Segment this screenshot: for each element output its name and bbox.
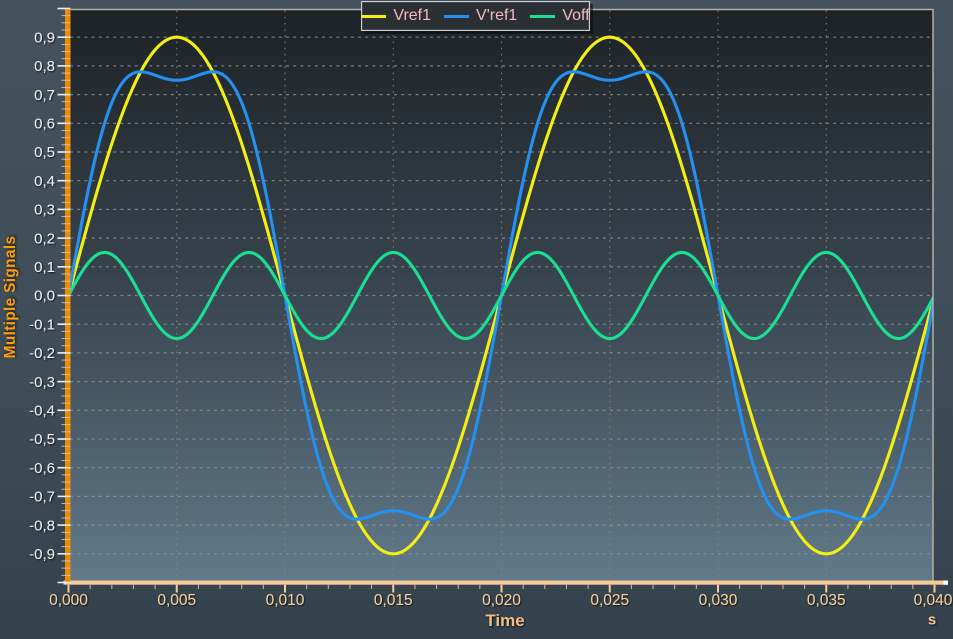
y-tick-label: 0,5 [34, 144, 55, 161]
legend-label: Vref1 [393, 7, 432, 24]
x-tick-label: 0,015 [374, 592, 413, 609]
y-tick-label: 0,0 [34, 288, 55, 305]
x-axis-title: Time [485, 611, 525, 630]
voff-line-swatch [530, 14, 556, 18]
y-tick-label: -0,7 [29, 489, 55, 506]
series-V'ref1 [66, 70, 933, 521]
x-axis-unit: s [927, 611, 937, 629]
x-tick-label: 0,010 [266, 592, 305, 609]
x-tick-label: 0,020 [482, 592, 521, 609]
series-Voff [66, 250, 933, 341]
legend-item-voff[interactable]: Voff [530, 7, 590, 24]
y-tick-label: -0,5 [29, 431, 55, 448]
legend-label: V'ref1 [476, 7, 518, 24]
y-tick-label: 0,8 [34, 58, 55, 75]
y-axis [57, 7, 71, 584]
series-paths [66, 35, 933, 556]
x-tick-label: 0,005 [157, 592, 196, 609]
x-tick-label: 0,040 [914, 592, 953, 609]
vref1-prime-line-swatch [444, 14, 470, 18]
x-axis [63, 580, 948, 593]
x-tick-label: 0,035 [807, 592, 846, 609]
y-tick-label: 0,1 [34, 259, 55, 276]
y-tick-label: 0,2 [34, 230, 55, 247]
y-tick-label: -0,1 [29, 316, 55, 333]
plot-border [68, 8, 934, 581]
y-tick-label: 0,9 [34, 29, 55, 46]
y-axis-title: Multiple Signals [2, 235, 19, 359]
y-tick-label: -0,8 [29, 517, 55, 534]
y-tick-label: -0,3 [29, 374, 55, 391]
y-tick-label: -0,9 [29, 546, 55, 563]
x-tick-label: 0,000 [49, 592, 88, 609]
legend[interactable]: Vref1 V'ref1 Voff [361, 1, 590, 31]
y-tick-label: -0,2 [29, 345, 55, 362]
vref1-line-swatch [361, 14, 387, 18]
x-tick-label: 0,030 [699, 592, 738, 609]
legend-item-vref1-prime[interactable]: V'ref1 [444, 8, 517, 24]
x-tick-label: 0,025 [590, 592, 629, 609]
legend-label: Voff [562, 7, 590, 24]
y-tick-label: 0,4 [34, 173, 55, 190]
tick-labels: 0,9 0,8 0,7 0,6 0,5 0,4 0,3 0,2 0,1 0,0 -0,1 -0,2 -0… [29, 29, 953, 609]
y-tick-label: 0,7 [34, 87, 55, 104]
y-tick-label: 0,3 [34, 202, 55, 219]
legend-item-vref1[interactable]: Vref1 [361, 8, 431, 24]
y-tick-label: 0,6 [34, 116, 55, 133]
y-tick-label: -0,6 [29, 460, 55, 477]
y-tick-label: -0,4 [29, 403, 55, 420]
